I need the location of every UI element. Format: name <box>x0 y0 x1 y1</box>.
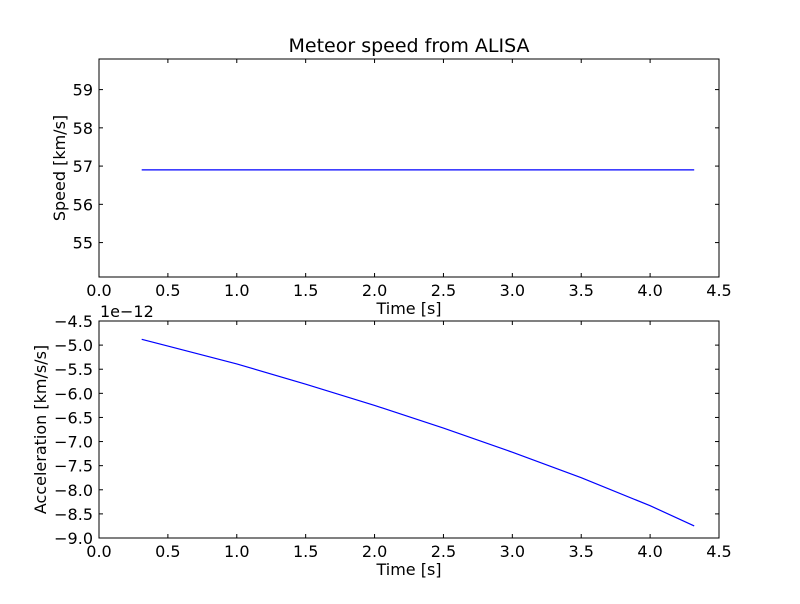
x-tick-label: 1.5 <box>293 542 318 561</box>
x-tick-label: 0.5 <box>155 542 180 561</box>
x-axis-label: Time [s] <box>375 560 441 579</box>
y-tick-label: −4.5 <box>54 312 93 331</box>
y-tick-label: −7.0 <box>54 433 93 452</box>
y-tick-label: 58 <box>73 119 93 138</box>
x-tick-label: 4.5 <box>706 542 731 561</box>
x-axis-label: Time [s] <box>375 299 441 318</box>
x-tick-label: 3.5 <box>568 281 593 300</box>
x-tick-label: 0.0 <box>86 542 111 561</box>
y-tick-label: −5.5 <box>54 360 93 379</box>
x-tick-label: 1.5 <box>293 281 318 300</box>
y-tick-label: −6.0 <box>54 384 93 403</box>
y-tick-label: −7.5 <box>54 457 93 476</box>
axes-frame-1 <box>98 58 720 278</box>
offset-label: 1e−12 <box>100 302 154 321</box>
x-tick-label: 0.5 <box>155 281 180 300</box>
y-axis-label: Acceleration [km/s/s] <box>31 345 50 514</box>
x-tick-label: 2.5 <box>431 281 456 300</box>
x-tick-label: 1.0 <box>224 281 249 300</box>
y-tick-label: 57 <box>73 157 93 176</box>
y-tick-label: −8.0 <box>54 481 93 500</box>
x-tick-label: 2.0 <box>362 281 387 300</box>
y-tick-label: 59 <box>73 81 93 100</box>
x-tick-label: 4.0 <box>637 281 662 300</box>
y-axis-label: Speed [km/s] <box>50 115 69 221</box>
x-tick-label: 0.0 <box>86 281 111 300</box>
y-tick-label: −8.5 <box>54 505 93 524</box>
x-tick-label: 4.0 <box>637 542 662 561</box>
x-tick-label: 3.0 <box>500 542 525 561</box>
y-tick-label: −5.0 <box>54 336 93 355</box>
x-tick-label: 2.5 <box>431 542 456 561</box>
y-tick-label: 55 <box>73 234 93 253</box>
x-tick-label: 4.5 <box>706 281 731 300</box>
y-tick-label: −6.5 <box>54 408 93 427</box>
y-tick-label: 56 <box>73 195 93 214</box>
series-line-2-1 <box>141 338 695 527</box>
x-tick-label: 2.0 <box>362 542 387 561</box>
y-tick-label: −9.0 <box>54 529 93 548</box>
axes-frame-2 <box>98 320 720 539</box>
x-tick-label: 3.5 <box>568 542 593 561</box>
x-tick-label: 1.0 <box>224 542 249 561</box>
x-tick-label: 3.0 <box>500 281 525 300</box>
chart-title: Meteor speed from ALISA <box>289 35 530 57</box>
